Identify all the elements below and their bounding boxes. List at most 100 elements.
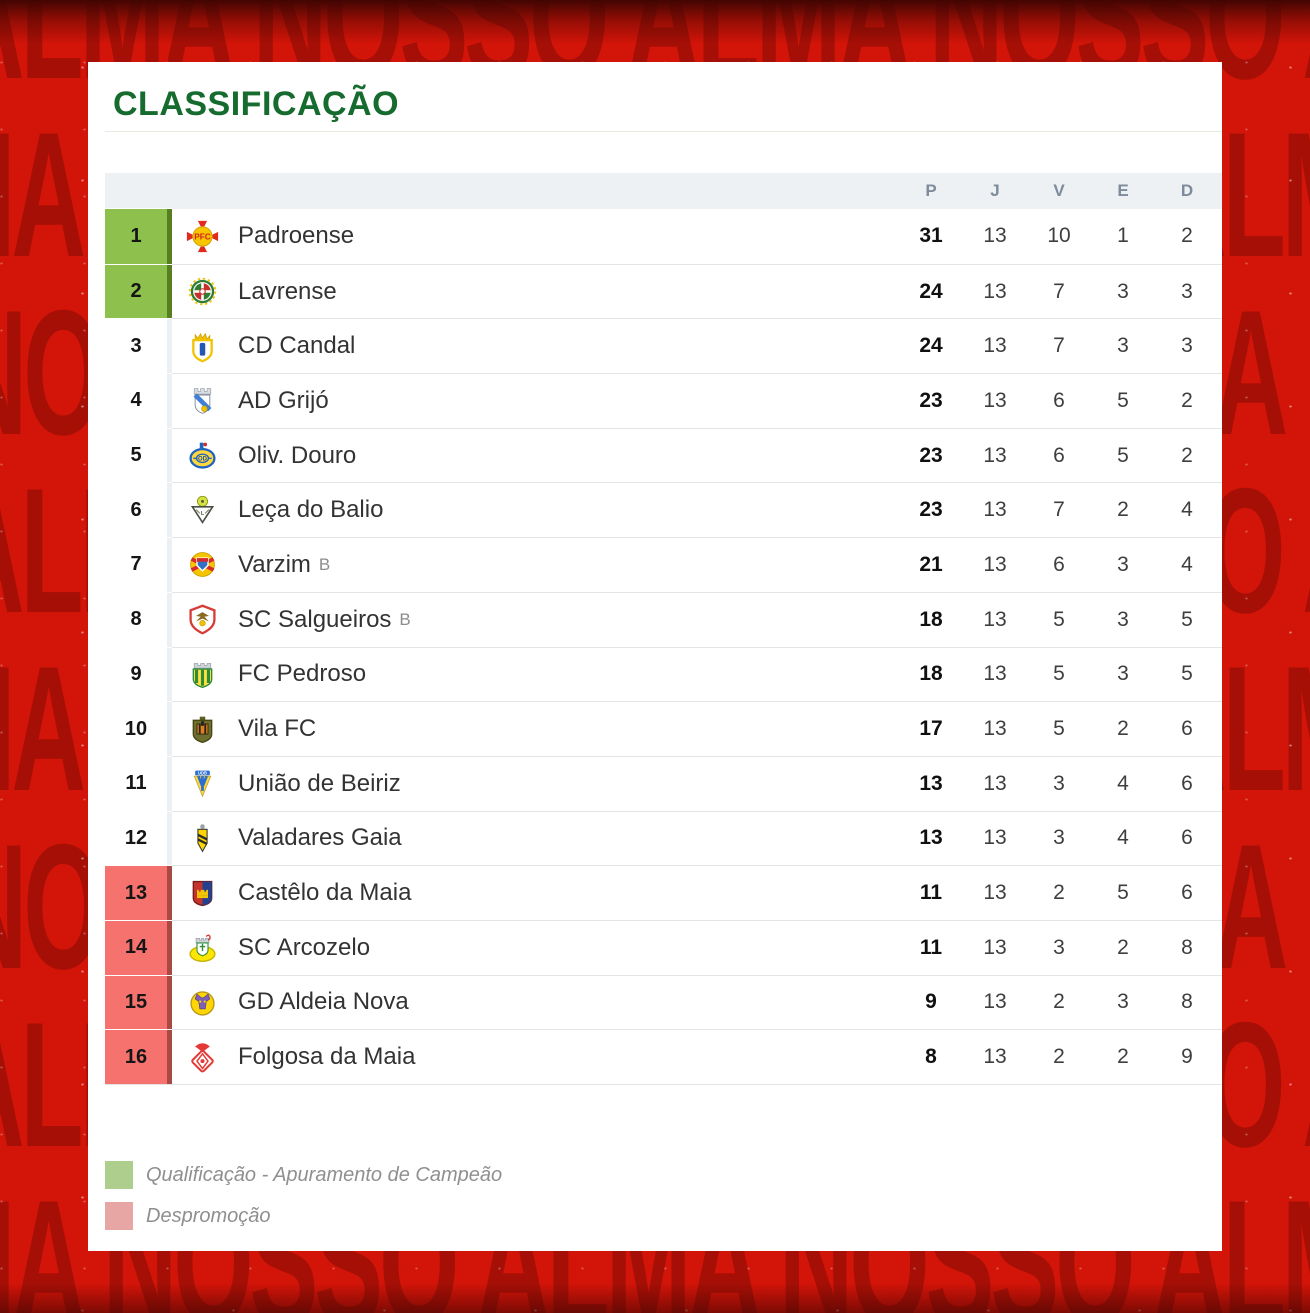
- page-title: CLASSIFICAÇÃO: [113, 85, 400, 123]
- table-row: 6 Leça do Balio 23 13 7 2 4: [105, 482, 1222, 538]
- stat-draws: 1: [1117, 224, 1129, 248]
- stat-played: 13: [983, 990, 1007, 1014]
- stat-wins: 3: [1053, 935, 1065, 959]
- team-name[interactable]: CD Candal: [238, 332, 356, 360]
- stat-losses: 5: [1181, 607, 1193, 631]
- team-name[interactable]: Oliv. Douro: [238, 441, 357, 469]
- stat-wins: 3: [1053, 826, 1065, 850]
- stat-points: 23: [919, 443, 943, 467]
- stat-draws: 3: [1117, 334, 1129, 358]
- stat-losses: 6: [1181, 881, 1193, 905]
- team-name[interactable]: Folgosa da Maia: [238, 1043, 416, 1071]
- club-cell: CD Candal: [172, 319, 899, 373]
- team-crest-icon: [186, 220, 219, 253]
- table-row: 10 Vila FC 17 13 5 2 6: [105, 701, 1222, 756]
- team-crest-icon: [188, 277, 217, 306]
- stat-losses: 2: [1181, 224, 1193, 248]
- team-name[interactable]: AD Grijó: [238, 386, 329, 414]
- team-name[interactable]: Vila FC: [238, 715, 317, 743]
- position-label: 1: [130, 224, 142, 247]
- stat-wins: 6: [1053, 443, 1065, 467]
- background-top-shade: [0, 0, 1310, 44]
- stat-played: 13: [983, 881, 1007, 905]
- stat-wins: 5: [1053, 607, 1065, 631]
- team-name[interactable]: Valadares Gaia: [238, 824, 402, 852]
- team-crest-icon: [192, 769, 213, 798]
- stat-played: 13: [983, 388, 1007, 412]
- club-cell: SC Arcozelo: [172, 921, 899, 975]
- team-name[interactable]: União de Beiriz: [238, 769, 401, 797]
- stat-wins: 7: [1053, 498, 1065, 522]
- club-cell: Padroense: [172, 209, 899, 264]
- position-cell: 15: [105, 975, 172, 1030]
- club-cell: Varzim B: [172, 538, 899, 592]
- stat-wins: 5: [1053, 717, 1065, 741]
- stat-points: 23: [919, 388, 943, 412]
- position-cell: 9: [105, 647, 172, 702]
- stat-losses: 3: [1181, 279, 1193, 303]
- stat-played: 13: [983, 498, 1007, 522]
- team-crest-icon: [191, 661, 214, 689]
- table-row: 5 Oliv. Douro 23 13 6 5 2: [105, 427, 1222, 483]
- team-name[interactable]: Leça do Balio: [238, 496, 384, 524]
- team-name[interactable]: SC Salgueiros: [238, 605, 392, 633]
- team-crest-icon: [196, 823, 209, 853]
- team-crest-icon: [192, 715, 213, 743]
- stat-played: 13: [983, 552, 1007, 576]
- stat-points: 13: [919, 826, 943, 850]
- team-name[interactable]: Lavrense: [238, 277, 337, 305]
- position-cell: 16: [105, 1030, 172, 1084]
- team-crest-icon: [186, 384, 219, 417]
- stat-losses: 5: [1181, 662, 1193, 686]
- stat-losses: 2: [1181, 443, 1193, 467]
- stat-losses: 2: [1181, 388, 1193, 412]
- stat-wins: 6: [1053, 388, 1065, 412]
- stat-wins: 3: [1053, 771, 1065, 795]
- legend-item-qualification: Qualificação - Apuramento de Campeão: [105, 1161, 1222, 1189]
- stat-played: 13: [983, 279, 1007, 303]
- table-row: 1 Padroense 31 13 10 1 2: [105, 209, 1222, 264]
- team-suffix: B: [399, 609, 411, 629]
- stat-points: 18: [919, 662, 943, 686]
- team-name[interactable]: SC Arcozelo: [238, 933, 371, 961]
- position-cell: 8: [105, 592, 172, 647]
- title-divider: [105, 131, 1222, 132]
- stat-draws: 2: [1117, 1045, 1129, 1069]
- table-header-row: P J V E D: [105, 173, 1222, 209]
- standings-table: P J V E D 1 Padroense 31 13 10 1 2 2 Lav…: [105, 173, 1222, 1085]
- table-row: 4 AD Grijó 23 13 6 5 2: [105, 373, 1222, 428]
- table-row: 15 GD Aldeia Nova 9 13 2 3 8: [105, 974, 1222, 1030]
- stat-played: 13: [983, 935, 1007, 959]
- stat-wins: 2: [1053, 881, 1065, 905]
- stat-points: 18: [919, 607, 943, 631]
- position-label: 5: [130, 444, 142, 467]
- stat-points: 23: [919, 498, 943, 522]
- stat-wins: 6: [1053, 552, 1065, 576]
- stat-wins: 7: [1053, 279, 1065, 303]
- table-row: 13 Castêlo da Maia 11 13 2 5 6: [105, 865, 1222, 920]
- qualification-legend-label: Qualificação - Apuramento de Campeão: [146, 1163, 503, 1186]
- position-label: 14: [124, 936, 148, 959]
- position-label: 8: [130, 608, 142, 631]
- team-crest-icon: [191, 495, 214, 524]
- team-name[interactable]: GD Aldeia Nova: [238, 988, 409, 1016]
- club-cell: SC Salgueiros B: [172, 593, 899, 647]
- team-name[interactable]: Varzim: [238, 550, 311, 578]
- stat-draws: 3: [1117, 662, 1129, 686]
- team-crest-icon: [192, 332, 213, 363]
- team-crest-icon: [188, 551, 217, 579]
- stat-played: 13: [983, 334, 1007, 358]
- stat-losses: 4: [1181, 498, 1193, 522]
- position-label: 10: [124, 717, 148, 740]
- club-cell: AD Grijó: [172, 374, 899, 428]
- team-name[interactable]: Padroense: [238, 222, 355, 250]
- stat-draws: 3: [1117, 279, 1129, 303]
- position-cell: 14: [105, 920, 172, 975]
- table-row: 7 Varzim B 21 13 6 3 4: [105, 537, 1222, 592]
- stat-losses: 3: [1181, 334, 1193, 358]
- stat-draws: 2: [1117, 935, 1129, 959]
- team-name[interactable]: FC Pedroso: [238, 660, 367, 688]
- team-crest-icon: [192, 880, 213, 906]
- stat-draws: 5: [1117, 443, 1129, 467]
- team-name[interactable]: Castêlo da Maia: [238, 879, 412, 907]
